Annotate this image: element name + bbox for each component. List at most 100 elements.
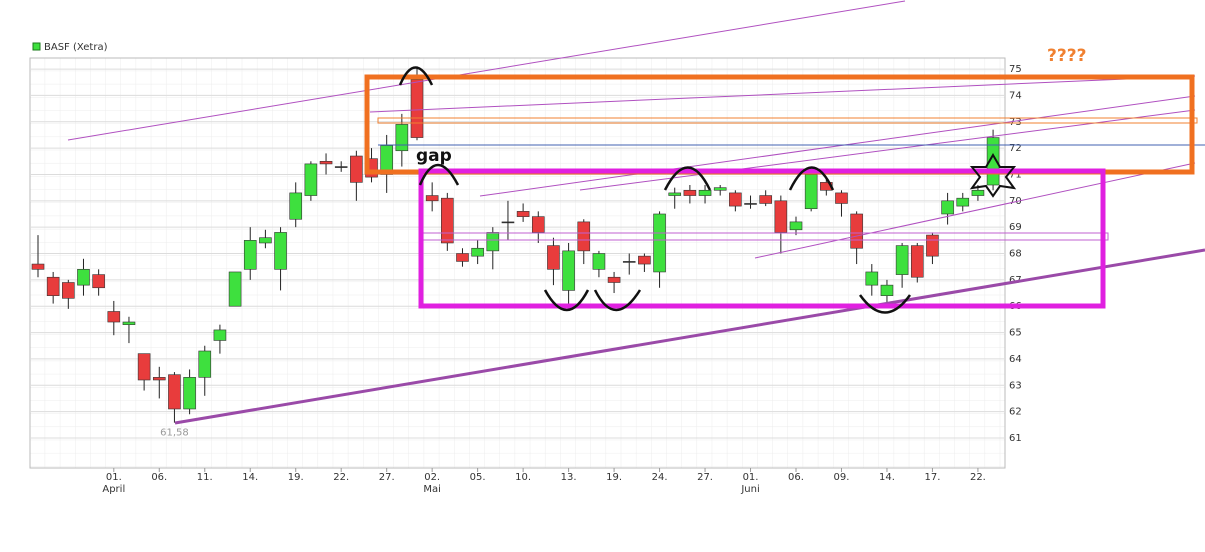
candle-body	[31, 263, 45, 270]
candle-body	[319, 160, 333, 165]
support-line	[174, 248, 1205, 425]
candle-body	[956, 197, 970, 207]
candle-body	[547, 245, 560, 270]
y-tick-label: 69	[1009, 222, 1022, 233]
x-tick-label: 05.	[470, 472, 486, 483]
candle-body	[531, 216, 545, 233]
x-tick-label: 27.	[379, 472, 395, 483]
drawings	[67, 0, 1205, 425]
x-tick-label: 22.	[970, 472, 986, 483]
candle-body	[259, 237, 272, 244]
candle-body	[228, 271, 242, 307]
candle-body	[213, 329, 227, 341]
candle-body	[516, 211, 530, 217]
x-tick-label: 11.	[197, 472, 213, 483]
candle-body	[122, 321, 136, 325]
candle-body	[668, 192, 682, 196]
candle-body	[395, 124, 409, 152]
candle-body	[77, 269, 90, 286]
x-tick-label: 19.	[288, 472, 304, 483]
candle-body	[971, 189, 985, 196]
candle-body	[456, 253, 469, 262]
candle-body	[698, 189, 712, 196]
y-tick-label: 64	[1009, 354, 1022, 365]
candle-body	[850, 213, 863, 249]
candle-body	[804, 174, 818, 210]
magenta-box	[418, 168, 1106, 309]
candle-body	[774, 200, 788, 233]
y-tick-label: 65	[1009, 328, 1022, 339]
candle-body	[562, 250, 575, 291]
candle-body	[941, 200, 954, 215]
candle-body	[137, 353, 151, 381]
month-label: April	[102, 484, 125, 495]
candle-body	[183, 377, 196, 410]
y-tick-label: 74	[1009, 90, 1022, 101]
x-tick-label: 22.	[333, 472, 349, 483]
x-tick-label: 01.	[743, 472, 759, 483]
y-tick-label: 63	[1009, 380, 1022, 391]
candle-body	[441, 197, 454, 244]
candle-body	[607, 276, 621, 283]
x-tick-label: 24.	[652, 472, 668, 483]
x-tick-label: 17.	[924, 472, 940, 483]
candle-body	[759, 195, 772, 204]
candle-body	[304, 163, 318, 196]
candle-body	[683, 189, 697, 196]
candle-body	[501, 221, 515, 224]
x-tick-label: 14.	[242, 472, 258, 483]
y-tick-label: 68	[1009, 249, 1022, 260]
candle-body	[865, 271, 879, 286]
candle-body	[107, 311, 121, 323]
candle-body	[577, 221, 591, 252]
candle-body	[910, 245, 924, 278]
annotation: ????	[1047, 46, 1086, 66]
x-tick-label: 19.	[606, 472, 622, 483]
candle-body	[198, 350, 212, 378]
candle-body	[729, 192, 742, 207]
candle-body	[744, 203, 757, 205]
y-tick-label: 73	[1009, 117, 1022, 128]
range-box	[377, 117, 1198, 124]
candle-body	[350, 155, 363, 183]
candle-body	[653, 213, 666, 273]
y-tick-label: 62	[1009, 407, 1022, 418]
candle-body	[486, 232, 500, 252]
trend-line	[67, 0, 906, 141]
candle-body	[789, 221, 803, 231]
annotation: gap	[416, 146, 452, 166]
x-tick-label: 27.	[697, 472, 713, 483]
candle-body	[622, 261, 636, 263]
candle-body	[410, 79, 424, 138]
trend-line	[369, 75, 1196, 113]
candle-body	[62, 282, 75, 299]
legend-swatch	[32, 42, 41, 51]
x-tick-label: 02.	[424, 472, 440, 483]
candle-body	[289, 192, 303, 220]
x-tick-label: 06.	[788, 472, 804, 483]
x-tick-label: 06.	[151, 472, 167, 483]
x-tick-label: 13.	[561, 472, 577, 483]
y-tick-label: 72	[1009, 143, 1022, 154]
candle-body	[425, 195, 439, 202]
candle-body	[92, 274, 105, 289]
candle-body	[713, 187, 727, 191]
low-label: 61,58	[160, 428, 189, 439]
candle-body	[880, 284, 894, 296]
x-tick-label: 01.	[106, 472, 122, 483]
candle-body	[895, 245, 909, 275]
candle-body	[152, 377, 166, 381]
x-tick-label: 10.	[515, 472, 531, 483]
candle-body	[243, 240, 257, 270]
legend-label: BASF (Xetra)	[44, 42, 108, 53]
y-tick-label: 61	[1009, 433, 1022, 444]
y-tick-label: 75	[1009, 64, 1022, 75]
candle-body	[926, 234, 939, 257]
candle-body	[471, 247, 484, 257]
x-tick-label: 14.	[879, 472, 895, 483]
candle-body	[592, 253, 606, 270]
month-label: Mai	[423, 484, 441, 495]
candle-body	[334, 166, 348, 168]
